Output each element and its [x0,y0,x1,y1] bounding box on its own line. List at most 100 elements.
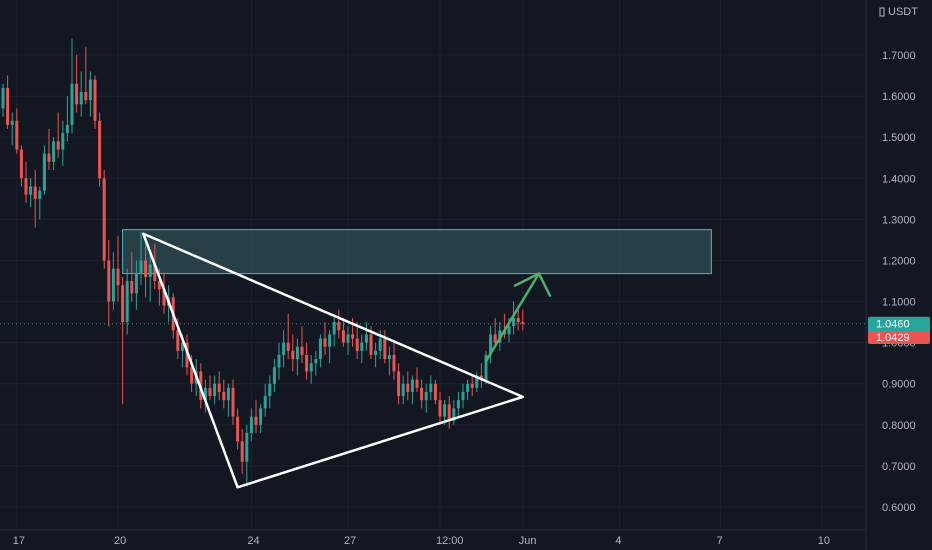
y-tick-label: 0.7000 [882,461,916,473]
candle-body [433,383,437,401]
x-tick-label: 24 [247,535,259,547]
candle-body [461,391,465,401]
candle-body [249,416,253,434]
y-tick-label: 0.8000 [882,420,916,432]
candle-body [332,322,336,335]
candle-body [111,268,115,302]
x-tick-label: 4 [615,535,621,547]
candle [107,239,111,327]
candle-body [378,338,382,351]
x-tick-label: 10 [818,535,830,547]
candle-body [56,141,60,150]
candle-body [466,383,470,392]
candle [116,235,120,302]
candle [65,96,69,142]
candle [429,375,433,401]
candle [406,371,410,401]
candle [466,379,470,401]
candle [79,71,83,117]
candle-body [387,354,391,360]
candle-body [438,400,442,417]
y-tick-label: 1.1000 [882,297,916,309]
candle-body [374,350,378,355]
candle-body [121,285,125,323]
candles [1,38,525,487]
candle-body [286,342,290,351]
candle [134,260,138,310]
candle-body [479,375,483,380]
candle-body [29,186,33,195]
second-price-badge-bg [868,331,930,345]
candle-body [231,387,235,417]
candle-body [38,190,42,199]
candle-body [148,264,152,277]
candle [318,334,322,368]
candle [15,108,19,154]
x-tick-label: 27 [344,535,356,547]
candle-body [424,391,428,401]
candle [305,342,309,380]
candle-body [309,363,313,372]
candle [203,379,207,413]
candle [226,383,230,417]
candle-body [157,281,161,290]
candle-body [351,334,355,339]
candle [88,71,92,117]
y-tick-label: 1.2000 [882,255,916,267]
candle [328,330,332,364]
candle [309,354,313,384]
candle-body [245,433,249,462]
candle [75,55,79,113]
last-price-value: 1.0460 [876,319,910,331]
candle-body [516,317,520,323]
candle [1,83,5,117]
candle-body [162,289,166,306]
candle [300,326,304,364]
candle [323,322,327,355]
candle-body [406,383,410,392]
candle [355,322,359,360]
candle [282,330,286,368]
x-tick-label: 17 [13,535,25,547]
candle [364,322,368,351]
candle-body [512,317,516,327]
candle-body [70,83,74,125]
candle-body [272,367,276,384]
candle-body [493,334,497,343]
triangle-pattern [142,232,525,489]
candle [139,231,143,286]
candle-body [470,383,474,388]
currency-icon [879,7,885,17]
candle-body [415,379,419,388]
candle [452,400,456,425]
candle-body [93,79,97,121]
candle [33,170,37,228]
candle [277,342,281,380]
candle-body [259,408,263,425]
candle-body [15,120,19,150]
candle [29,178,33,208]
candle-body [33,186,37,199]
candle [245,424,249,487]
candle [19,145,23,187]
candle-body [10,120,14,125]
candle [98,112,102,187]
candle-body [254,416,258,425]
candle [484,350,488,384]
candle-body [125,281,129,323]
candle-body [300,346,304,355]
candle [291,334,295,372]
candle [470,375,474,397]
y-tick-label: 1.3000 [882,214,916,226]
candle-body [401,383,405,397]
candle [213,375,217,405]
candle-body [102,178,106,261]
candle-body [222,391,226,401]
candle-body [185,342,189,368]
candle [125,268,129,335]
candle [456,391,460,417]
candle [93,75,97,129]
candle-body [447,404,451,421]
